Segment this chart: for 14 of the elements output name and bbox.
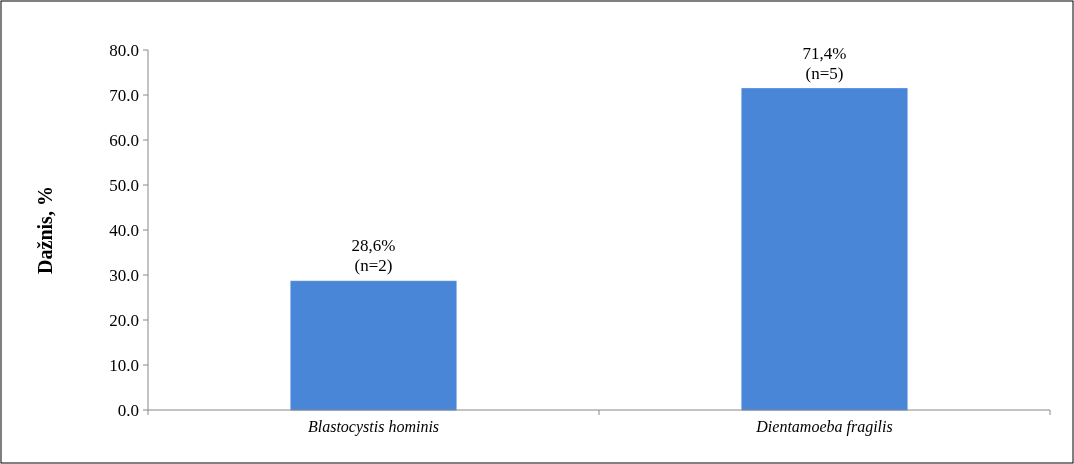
y-tick-label: 0.0	[117, 400, 139, 420]
y-tick-label: 20.0	[109, 310, 139, 330]
y-tick-label: 50.0	[109, 175, 139, 195]
data-label: 71,4% (n=5)	[802, 43, 847, 83]
x-tick-label: Blastocystis hominis	[307, 418, 440, 436]
y-axis-title: Dažnis, %	[34, 186, 56, 274]
x-tick-label: Dientamoeba fragilis	[755, 418, 893, 436]
y-tick-label: 60.0	[109, 130, 139, 150]
data-label: 28,6% (n=2)	[351, 236, 396, 276]
y-tick-label: 10.0	[109, 355, 139, 375]
y-tick-label: 70.0	[109, 85, 139, 105]
y-tick-label: 30.0	[109, 265, 139, 285]
y-tick-label: 80.0	[109, 40, 139, 60]
y-tick-label: 40.0	[109, 220, 139, 240]
